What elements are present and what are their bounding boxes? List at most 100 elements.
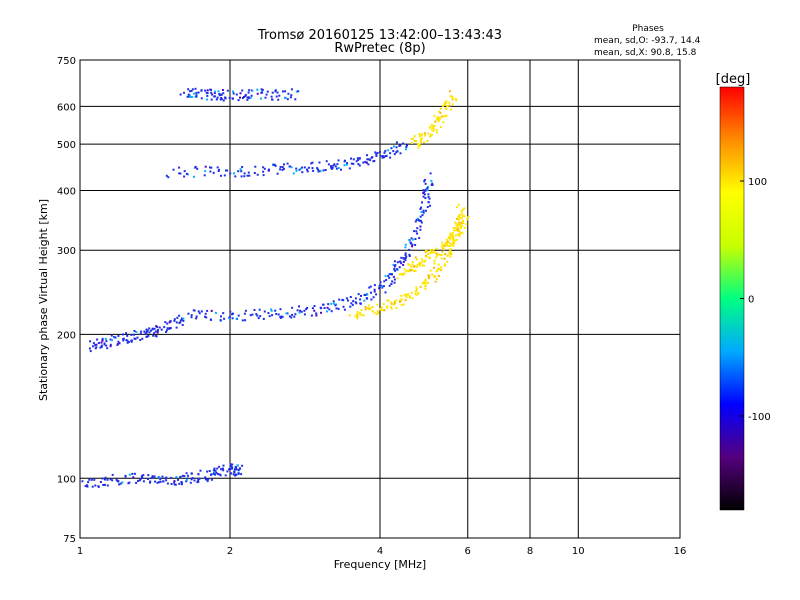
data-point-x (452, 244, 455, 247)
data-point-o (330, 165, 332, 168)
data-point-o (228, 315, 231, 318)
data-point-x (460, 224, 463, 227)
data-point-o (154, 480, 157, 483)
data-point-o (220, 93, 223, 96)
data-point-x (445, 108, 448, 110)
x-tick-label: 6 (465, 546, 471, 557)
data-point-x (410, 137, 413, 140)
data-point-x (448, 236, 450, 239)
data-point-x (432, 266, 435, 269)
data-point-x (450, 95, 453, 98)
data-point-x (463, 215, 466, 218)
data-point-x (449, 255, 452, 258)
data-point-o (426, 187, 429, 190)
data-point-o (336, 163, 339, 166)
data-point-o (424, 197, 427, 199)
data-point-x (442, 121, 445, 124)
data-point-o (204, 312, 207, 315)
data-point-o (95, 346, 98, 349)
data-point-o (91, 485, 94, 488)
data-point-x (427, 282, 429, 284)
data-point-o (430, 179, 433, 182)
data-point-x (466, 218, 469, 221)
data-point-o (408, 239, 411, 242)
data-point-o (200, 97, 203, 100)
data-point-o (392, 150, 395, 153)
x-tick-label: 16 (674, 546, 687, 557)
data-point-o (223, 317, 226, 320)
tick-labels: 1 2 4 6 8 10 16 75 100 200 300 400 500 600 750 (57, 56, 686, 557)
data-point-o (346, 162, 349, 165)
data-point-o (239, 168, 242, 171)
data-point-o (230, 472, 233, 475)
data-point-x (393, 300, 396, 303)
data-point-o (256, 88, 259, 91)
data-point-x (443, 257, 446, 260)
data-point-o (352, 300, 355, 303)
data-point-x (452, 240, 455, 243)
data-point-o (197, 91, 200, 94)
data-point-o (213, 467, 216, 470)
data-point-o (384, 291, 387, 294)
data-point-o (163, 326, 166, 329)
data-point-o (185, 472, 188, 475)
data-point-o (244, 319, 247, 322)
data-point-o (316, 167, 319, 170)
data-point-x (456, 206, 459, 209)
data-point-o (260, 88, 263, 91)
data-point-o (234, 465, 237, 468)
colorbar-label: [deg] (716, 72, 751, 87)
data-point-o (177, 478, 179, 481)
data-point-o (141, 476, 144, 479)
data-point-x (448, 101, 451, 104)
data-point-o (394, 264, 397, 267)
data-point-x (435, 129, 438, 131)
data-point-x (424, 284, 427, 287)
data-point-o (110, 334, 113, 337)
data-point-o (404, 259, 407, 262)
data-point-x (424, 251, 427, 253)
data-point-o (210, 91, 213, 94)
data-point-o (190, 314, 193, 317)
data-point-o (256, 314, 259, 317)
data-point-o (203, 174, 206, 177)
data-point-x (398, 273, 401, 276)
data-point-o (334, 304, 337, 307)
data-point-x (408, 264, 411, 267)
data-point-o (86, 484, 88, 487)
data-point-x (356, 317, 359, 320)
data-point-x (356, 310, 359, 313)
data-point-o (204, 476, 207, 479)
data-point-o (197, 472, 200, 475)
data-point-o (365, 297, 368, 300)
data-point-o (259, 315, 262, 318)
x-tick-label: 1 (77, 546, 83, 557)
data-point-o (172, 168, 175, 171)
data-point-x (405, 270, 408, 273)
data-point-x (433, 259, 436, 262)
data-point-o (363, 293, 366, 296)
data-point-o (374, 151, 377, 154)
data-point-x (390, 301, 392, 304)
data-point-o (262, 174, 265, 177)
data-point-o (249, 96, 252, 99)
data-point-x (354, 315, 357, 318)
data-point-o (419, 225, 422, 228)
data-point-x (417, 146, 420, 149)
data-point-o (183, 91, 185, 94)
data-point-x (453, 229, 456, 232)
data-point-o (345, 163, 348, 166)
data-point-o (296, 309, 299, 312)
data-point-x (381, 309, 384, 312)
data-point-x (416, 143, 419, 146)
data-point-o (158, 326, 161, 329)
data-point-o (416, 227, 419, 230)
data-point-o (122, 337, 125, 340)
data-point-x (442, 115, 445, 118)
data-point-o (322, 169, 325, 172)
data-point-o (148, 327, 151, 330)
data-point-o (306, 306, 309, 309)
data-point-o (240, 473, 243, 476)
data-point-o (214, 90, 216, 93)
data-point-x (433, 114, 436, 117)
